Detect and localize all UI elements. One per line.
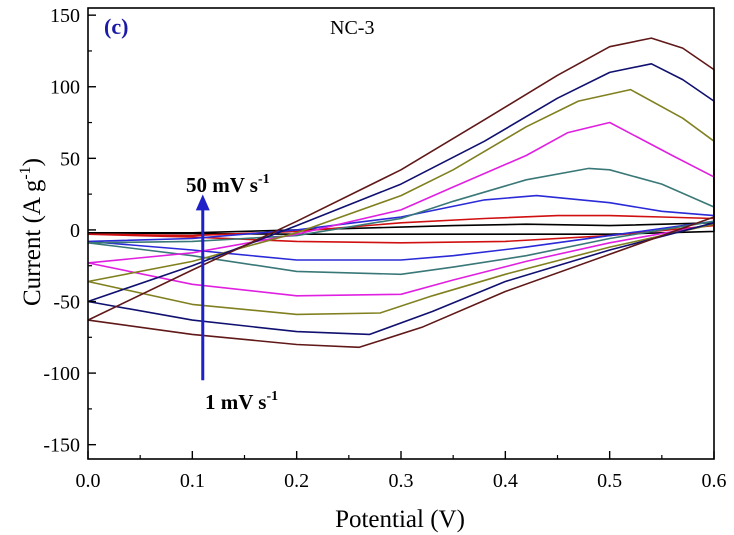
x-tick-label: 0.3	[389, 470, 414, 492]
y-tick-label: -50	[53, 292, 80, 314]
cv-curves	[87, 37, 715, 349]
y-tick-label: -100	[43, 363, 80, 385]
cv-curve	[87, 121, 715, 297]
cv-curve	[87, 167, 715, 276]
cv-curve	[87, 63, 715, 336]
panel-label: (c)	[104, 14, 128, 39]
low-rate-label: 1 mV s-1	[205, 389, 278, 414]
x-axis-title: Potential (V)	[335, 506, 465, 533]
x-tick-label: 0.2	[284, 470, 309, 492]
y-axis-title-main: Current (A g	[19, 179, 46, 306]
cv-curve	[87, 222, 715, 235]
y-tick-label: 100	[50, 77, 80, 99]
cv-curve	[87, 37, 715, 349]
low-rate-text: 1 mV s	[205, 390, 266, 414]
scan-rate-arrowhead	[195, 194, 210, 211]
y-tick-label: 50	[60, 148, 80, 170]
high-rate-sup: -1	[258, 172, 270, 187]
x-tick-label: 0.4	[493, 470, 518, 492]
x-tick-label: 0.5	[597, 470, 622, 492]
y-tick-label: 0	[70, 220, 80, 242]
y-tick-label: -150	[43, 435, 80, 457]
y-tick-label: 150	[50, 5, 80, 27]
y-axis-title-sup: -1	[17, 166, 34, 179]
x-tick-label: 0.6	[702, 470, 727, 492]
axis-ticks: 0.0 0.1 0.2 0.3 0.4 0.5 0.6150100500-50-100-15…	[43, 5, 726, 492]
cv-curve	[87, 88, 715, 316]
high-rate-text: 50 mV s	[186, 173, 258, 197]
sample-label: NC-3	[330, 17, 374, 39]
x-tick-label: 0.1	[180, 470, 205, 492]
y-axis-title: Current (A g-1)	[17, 158, 46, 306]
y-axis-title-close: )	[19, 158, 46, 166]
x-tick-label: 0.0	[76, 470, 101, 492]
high-rate-label: 50 mV s-1	[186, 172, 270, 197]
low-rate-sup: -1	[266, 389, 278, 404]
